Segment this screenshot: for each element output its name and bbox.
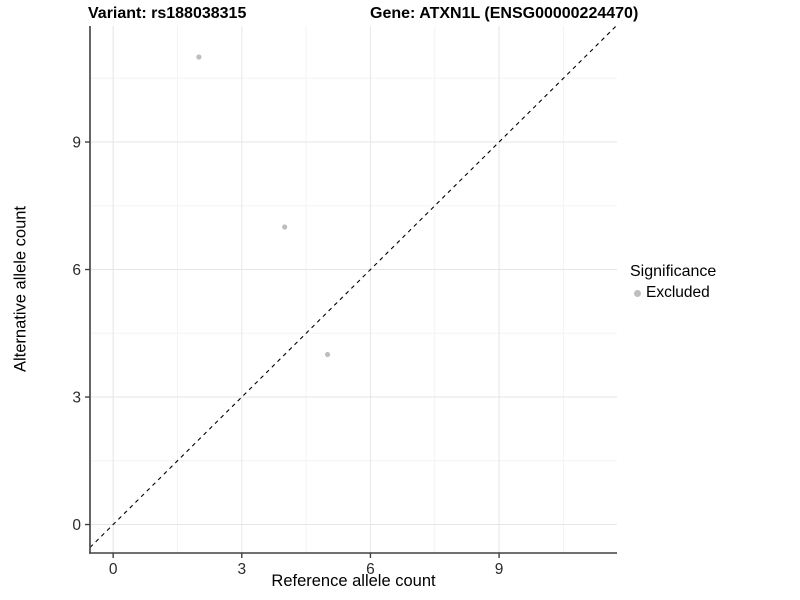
y-tick-label: 9 [72,135,81,152]
plot-title-variant: Variant: rs188038315 [88,5,247,22]
data-point [282,224,288,230]
plot-title-gene: Gene: ATXN1L (ENSG00000224470) [370,5,639,22]
identity-line [89,25,617,548]
data-point [196,54,202,60]
legend: Significance Excluded [630,263,716,302]
x-tick-label: 9 [495,561,504,578]
x-tick-label: 3 [237,561,246,578]
x-axis-title: Reference allele count [271,572,436,590]
legend-item-label: Excluded [646,284,710,301]
x-tick-label: 0 [109,561,118,578]
y-tick-label: 6 [72,262,81,279]
y-axis-title: Alternative allele count [11,205,30,373]
x-tick-label: 6 [366,561,375,578]
excluded-point-icon [634,289,641,297]
legend-title: Significance [630,263,717,280]
y-tick-label: 0 [72,517,81,534]
chart-canvas: 0 3 6 9 0 3 6 9 [72,25,617,578]
data-point [324,351,331,358]
y-tick-label: 3 [72,390,81,407]
legend-item-excluded: Excluded [630,284,716,302]
